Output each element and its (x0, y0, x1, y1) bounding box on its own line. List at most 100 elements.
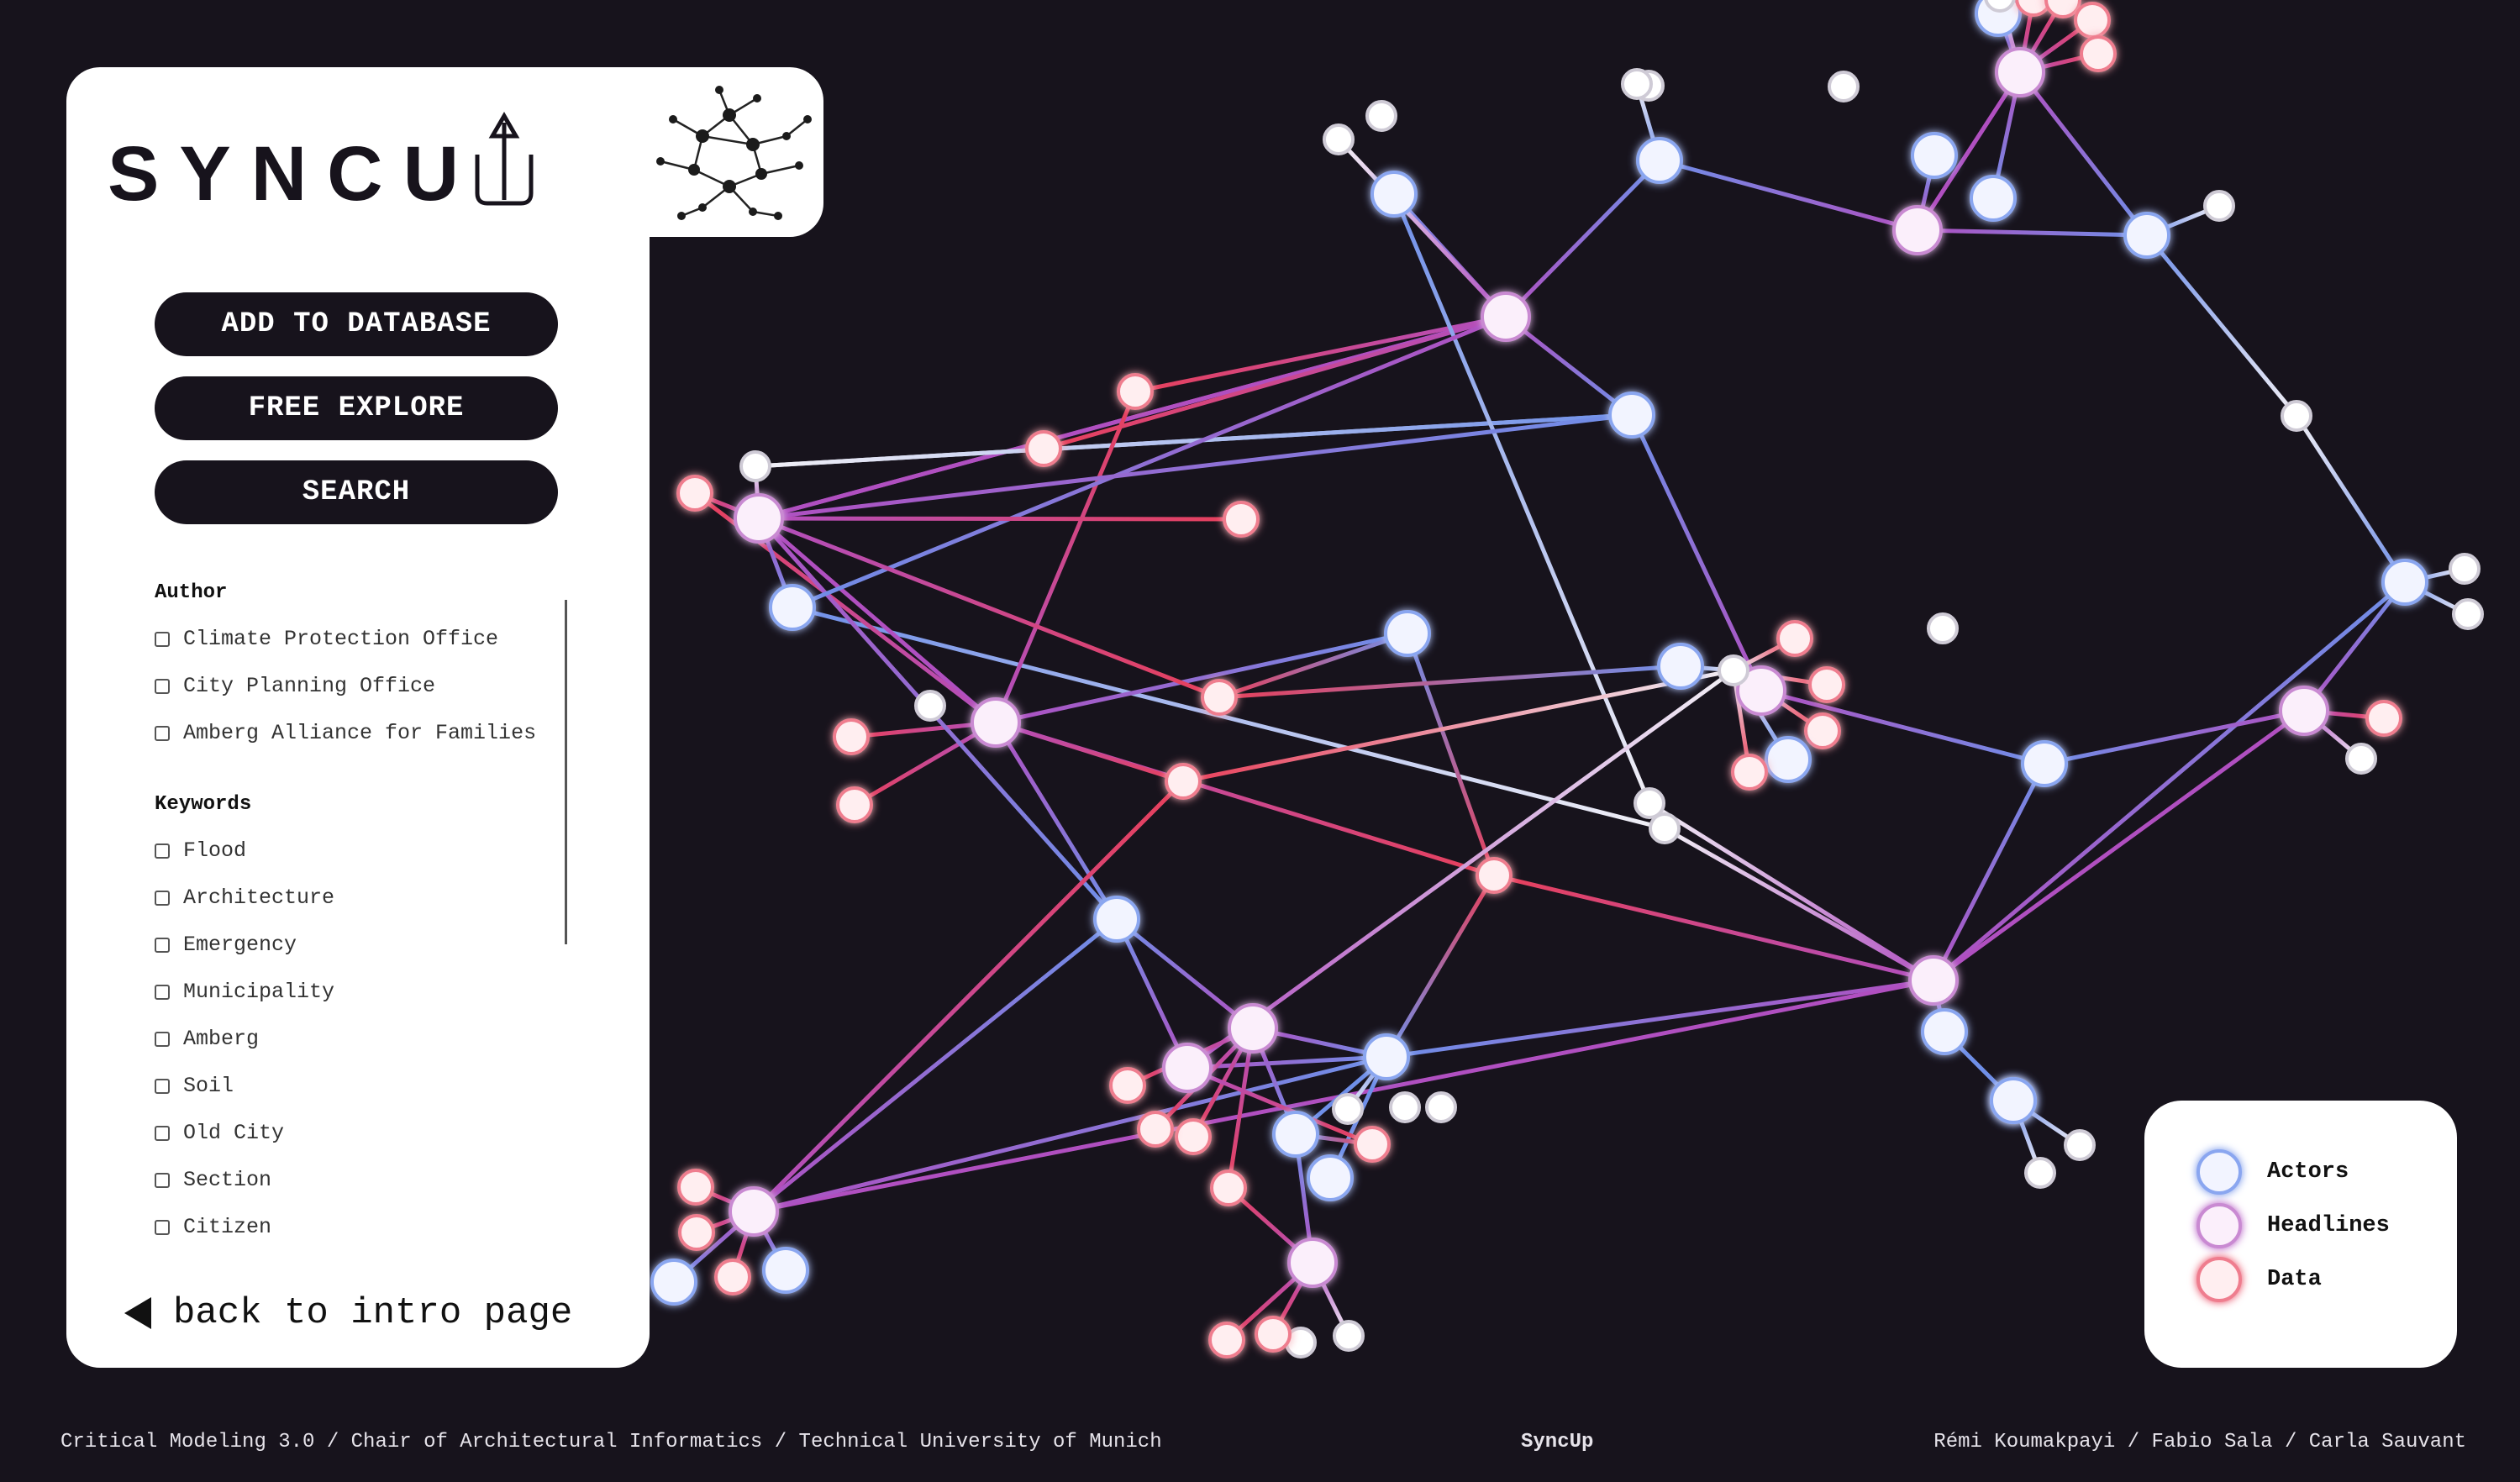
actor-node[interactable] (1370, 171, 1418, 218)
actor-node[interactable] (1921, 1008, 1968, 1055)
data-node[interactable] (1201, 679, 1238, 716)
data-node[interactable] (1808, 666, 1845, 703)
actor-node[interactable] (1307, 1154, 1354, 1201)
keyword-option[interactable]: Emergency (155, 933, 297, 957)
plain-node[interactable] (1425, 1091, 1457, 1123)
plain-node[interactable] (2203, 190, 2235, 222)
plain-node[interactable] (1365, 100, 1397, 132)
data-node[interactable] (1137, 1111, 1174, 1148)
plain-node[interactable] (1323, 124, 1355, 155)
checkbox[interactable] (155, 1219, 170, 1235)
headline-node[interactable] (1481, 292, 1531, 342)
filter-scrollbar[interactable] (565, 600, 567, 944)
checkbox[interactable] (155, 937, 170, 953)
plain-node[interactable] (2064, 1129, 2096, 1161)
data-node[interactable] (2044, 0, 2081, 18)
keyword-option[interactable]: Citizen (155, 1215, 271, 1239)
plain-node[interactable] (1927, 612, 1959, 644)
data-node[interactable] (1476, 857, 1513, 894)
keyword-option[interactable]: Soil (155, 1074, 234, 1098)
data-node[interactable] (714, 1259, 751, 1295)
checkbox[interactable] (155, 890, 170, 906)
checkbox[interactable] (155, 631, 170, 647)
data-node[interactable] (2365, 700, 2402, 737)
plain-node[interactable] (1984, 0, 2016, 13)
headline-node[interactable] (1287, 1238, 1338, 1288)
actor-node[interactable] (1970, 175, 2017, 222)
plain-node[interactable] (2452, 598, 2484, 630)
headline-node[interactable] (1892, 205, 1943, 255)
data-node[interactable] (833, 718, 870, 755)
headline-node[interactable] (1736, 665, 1786, 716)
checkbox[interactable] (155, 1172, 170, 1188)
data-node[interactable] (1210, 1169, 1247, 1206)
checkbox[interactable] (155, 843, 170, 859)
actor-node[interactable] (769, 584, 816, 631)
data-node[interactable] (678, 1214, 715, 1251)
actor-node[interactable] (2021, 740, 2068, 787)
search-button[interactable]: SEARCH (155, 460, 558, 524)
keyword-option[interactable]: Architecture (155, 886, 334, 910)
keyword-option[interactable]: Amberg (155, 1027, 259, 1051)
actor-node[interactable] (1363, 1033, 1410, 1080)
actor-node[interactable] (2123, 212, 2170, 259)
data-node[interactable] (1731, 754, 1768, 791)
plain-node[interactable] (1621, 68, 1653, 100)
plain-node[interactable] (2345, 743, 2377, 775)
checkbox[interactable] (155, 678, 170, 694)
actor-node[interactable] (1657, 643, 1704, 690)
author-option[interactable]: Amberg Alliance for Families (155, 721, 536, 745)
headline-node[interactable] (2279, 686, 2329, 736)
actor-node[interactable] (1384, 610, 1431, 657)
plain-node[interactable] (1828, 71, 1860, 102)
author-option[interactable]: City Planning Office (155, 674, 435, 698)
actor-node[interactable] (762, 1247, 809, 1294)
headline-node[interactable] (1995, 47, 2045, 97)
actor-node[interactable] (1636, 137, 1683, 184)
free-explore-button[interactable]: FREE EXPLORE (155, 376, 558, 440)
keyword-option[interactable]: Flood (155, 838, 246, 863)
keyword-option[interactable]: Section (155, 1168, 271, 1192)
data-node[interactable] (1208, 1322, 1245, 1358)
plain-node[interactable] (1389, 1091, 1421, 1123)
data-node[interactable] (1025, 430, 1062, 467)
plain-node[interactable] (2024, 1157, 2056, 1189)
actor-node[interactable] (650, 1259, 697, 1306)
actor-node[interactable] (1608, 392, 1655, 439)
headline-node[interactable] (734, 493, 784, 544)
keyword-option[interactable]: Municipality (155, 980, 334, 1004)
data-node[interactable] (1223, 501, 1260, 538)
keyword-option[interactable]: Old City (155, 1121, 284, 1145)
actor-node[interactable] (1765, 736, 1812, 783)
data-node[interactable] (836, 786, 873, 823)
data-node[interactable] (1255, 1316, 1292, 1353)
checkbox[interactable] (155, 1031, 170, 1047)
actor-node[interactable] (1272, 1111, 1319, 1158)
add-to-database-button[interactable]: ADD TO DATABASE (155, 292, 558, 356)
data-node[interactable] (1354, 1126, 1391, 1163)
plain-node[interactable] (2281, 400, 2312, 432)
data-node[interactable] (2080, 35, 2117, 72)
plain-node[interactable] (2449, 553, 2481, 585)
data-node[interactable] (676, 475, 713, 512)
plain-node[interactable] (1718, 654, 1749, 686)
data-node[interactable] (1175, 1118, 1212, 1155)
plain-node[interactable] (1649, 812, 1681, 844)
plain-node[interactable] (1332, 1093, 1364, 1125)
data-node[interactable] (1776, 620, 1813, 657)
checkbox[interactable] (155, 1125, 170, 1141)
checkbox[interactable] (155, 984, 170, 1000)
actor-node[interactable] (1990, 1077, 2037, 1124)
data-node[interactable] (2015, 0, 2052, 17)
headline-node[interactable] (729, 1186, 779, 1237)
back-to-intro-link[interactable]: back to intro page (124, 1292, 572, 1334)
headline-node[interactable] (1162, 1043, 1213, 1093)
data-node[interactable] (2074, 2, 2111, 39)
actor-node[interactable] (1093, 896, 1140, 943)
plain-node[interactable] (739, 450, 771, 482)
plain-node[interactable] (914, 690, 946, 722)
actor-node[interactable] (2381, 559, 2428, 606)
actor-node[interactable] (1911, 132, 1958, 179)
plain-node[interactable] (1333, 1320, 1365, 1352)
